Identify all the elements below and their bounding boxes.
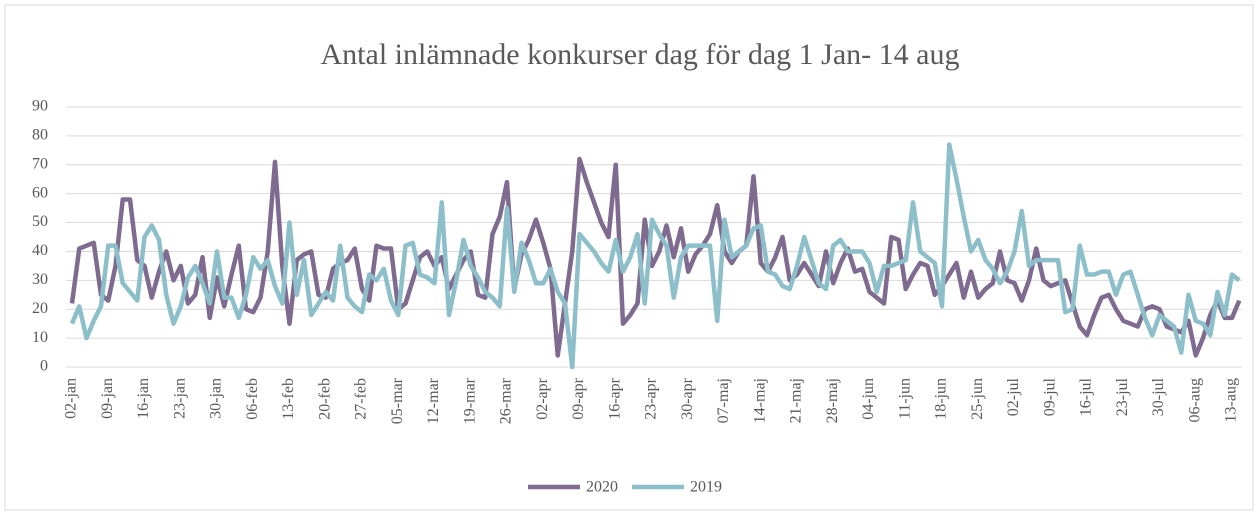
x-tick-label: 02-jan — [63, 378, 80, 419]
y-tick-label: 0 — [40, 358, 48, 375]
line-series — [69, 142, 1241, 370]
x-tick-label: 23-apr — [643, 377, 660, 419]
x-tick-label: 02-jul — [1005, 377, 1022, 416]
x-tick-label: 14-maj — [751, 378, 768, 423]
legend-label: 2019 — [690, 479, 722, 496]
x-tick-label: 23-jul — [1114, 377, 1131, 416]
y-tick-label: 80 — [32, 127, 48, 144]
x-tick-label: 16-apr — [606, 377, 623, 419]
x-tick-label: 20-feb — [316, 378, 333, 420]
y-tick-label: 50 — [32, 213, 48, 230]
y-tick-label: 40 — [32, 242, 48, 259]
y-tick-label: 20 — [32, 300, 48, 317]
x-tick-label: 30-jan — [208, 378, 225, 419]
y-tick-label: 70 — [32, 155, 48, 172]
x-tick-label: 09-jan — [99, 378, 116, 419]
x-tick-label: 16-jan — [135, 378, 152, 419]
y-tick-label: 60 — [32, 184, 48, 201]
x-tick-label: 28-maj — [824, 378, 841, 423]
x-tick-label: 04-jun — [860, 378, 877, 420]
x-tick-label: 21-maj — [788, 378, 805, 423]
x-tick-label: 26-mar — [498, 377, 515, 424]
x-tick-label: 13-aug — [1223, 378, 1240, 422]
x-tick-label: 13-feb — [280, 378, 297, 420]
x-tick-label: 23-jan — [171, 378, 188, 419]
y-tick-label: 10 — [32, 329, 48, 346]
x-tick-label: 12-mar — [425, 377, 442, 424]
x-tick-label: 19-mar — [461, 377, 478, 424]
x-tick-label: 16-jul — [1078, 377, 1095, 416]
legend-label: 2020 — [586, 479, 618, 496]
x-tick-label: 06-aug — [1186, 378, 1203, 422]
x-tick-label: 25-jun — [969, 378, 986, 420]
y-tick-label: 30 — [32, 271, 48, 288]
x-tick-label: 09-apr — [570, 377, 587, 419]
chart-title: Antal inlämnade konkurser dag för dag 1 … — [321, 38, 960, 71]
x-tick-label: 09-jul — [1041, 377, 1058, 416]
x-tick-label: 30-apr — [679, 377, 696, 419]
x-tick-label: 18-jun — [933, 378, 950, 420]
x-tick-label: 05-mar — [389, 377, 406, 424]
x-tick-label: 27-feb — [353, 378, 370, 420]
x-tick-label: 02-apr — [534, 377, 551, 419]
y-tick-label: 90 — [32, 98, 48, 115]
x-tick-label: 06-feb — [244, 378, 261, 420]
x-tick-label: 11-jun — [896, 378, 913, 419]
x-tick-label: 07-maj — [715, 378, 732, 423]
x-tick-label: 30-jul — [1150, 377, 1167, 416]
